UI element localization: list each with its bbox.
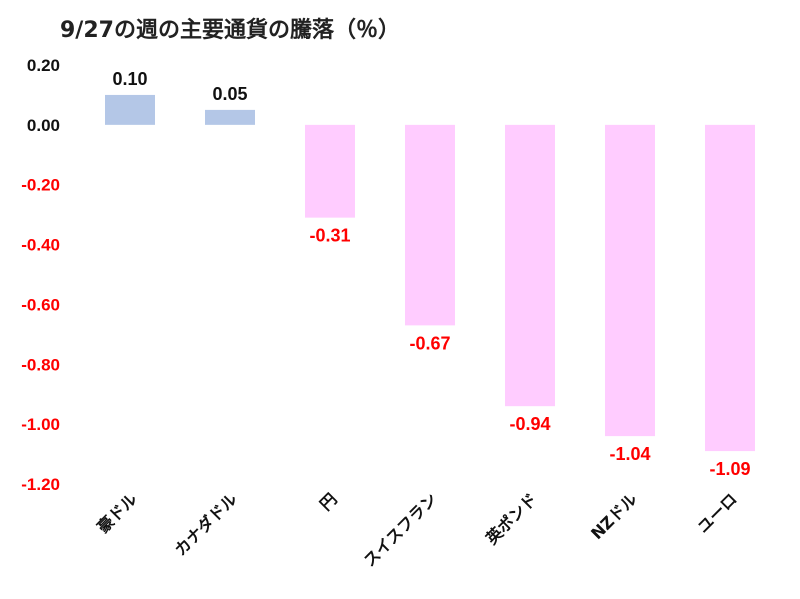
y-tick-label: -1.20 [21,475,60,494]
plot-area: 0.20 0.00 -0.20 -0.40 -0.60 -0.80 -1.00 -1.20 0.… [21,56,755,570]
bar [105,94,155,125]
chart-title: 9/27の週の主要通貨の騰落（％） [60,17,400,43]
x-tick-label: スイスフラン [360,489,441,570]
bar [705,124,755,452]
y-tick-label: -0.20 [21,176,60,195]
data-label: -0.31 [309,226,350,246]
y-tick-label: -0.80 [21,355,60,374]
x-tick-label: 英ポンド [481,489,540,548]
y-tick-label: -0.60 [21,295,60,314]
x-tick-label: NZドル [587,489,641,543]
y-tick-label: -0.40 [21,236,60,255]
x-tick-label: 円 [316,489,341,514]
data-label: 0.10 [112,69,147,89]
x-tick-label: カナダドル [171,489,241,559]
x-tick-label: 豪ドル [93,489,140,536]
bar [405,124,455,326]
y-tick-label: 0.00 [27,116,60,135]
y-tick-label: 0.20 [27,56,60,75]
data-label: -0.94 [509,414,550,434]
bar [305,124,355,218]
bar [205,109,255,125]
x-tick-label: ユーロ [693,489,740,536]
y-tick-label: -1.00 [21,415,60,434]
bar [505,124,555,407]
data-label: 0.05 [212,84,247,104]
bar [605,124,655,437]
data-label: -0.67 [409,333,450,353]
data-label: -1.09 [709,459,750,479]
data-label: -1.04 [609,444,650,464]
